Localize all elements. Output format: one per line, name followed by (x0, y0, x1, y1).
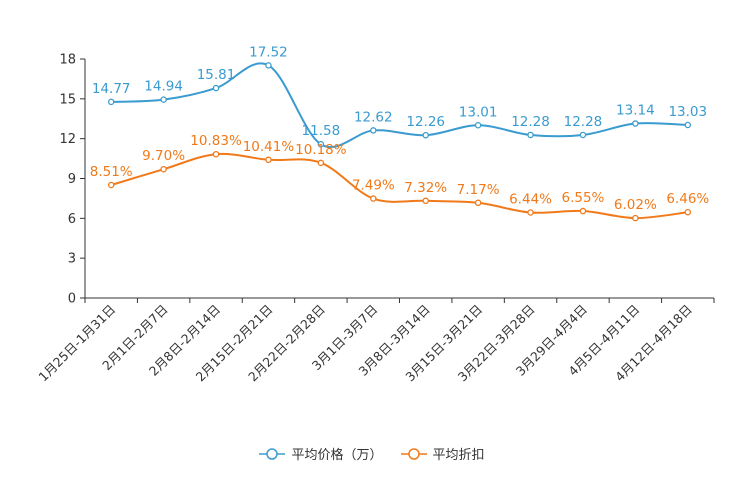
data-point[interactable] (685, 122, 690, 127)
legend-line-circle-icon (401, 447, 427, 461)
data-point[interactable] (685, 210, 690, 215)
data-point[interactable] (528, 132, 533, 137)
data-label: 8.51% (90, 164, 133, 180)
data-point[interactable] (580, 208, 585, 213)
data-point[interactable] (371, 196, 376, 201)
data-label: 14.94 (144, 79, 183, 95)
y-tick-label: 3 (68, 252, 76, 267)
data-point[interactable] (371, 128, 376, 133)
data-point[interactable] (266, 157, 271, 162)
data-point[interactable] (633, 121, 638, 126)
data-point[interactable] (528, 210, 533, 215)
data-label: 6.44% (509, 191, 552, 207)
legend-line-circle-icon (259, 447, 285, 461)
data-label: 7.17% (457, 182, 500, 198)
data-point[interactable] (161, 97, 166, 102)
legend-label-price: 平均价格（万） (291, 444, 382, 463)
data-label: 12.26 (406, 114, 445, 130)
legend-item-price[interactable]: 平均价格（万） (259, 444, 382, 463)
data-point[interactable] (213, 152, 218, 157)
data-point[interactable] (109, 182, 114, 187)
data-label: 13.01 (459, 104, 498, 120)
data-label: 14.77 (92, 81, 131, 97)
data-label: 15.81 (197, 67, 236, 83)
data-point[interactable] (423, 198, 428, 203)
legend-label-discount: 平均折扣 (433, 444, 485, 463)
data-point[interactable] (318, 160, 323, 165)
data-label: 13.14 (616, 103, 655, 119)
data-point[interactable] (580, 132, 585, 137)
chart-legend: 平均价格（万） 平均折扣 (0, 444, 744, 463)
y-tick-label: 18 (59, 53, 76, 68)
x-tick-label: 1月25日-1月31日 (35, 302, 118, 385)
series-line-1 (111, 154, 688, 218)
data-point[interactable] (266, 63, 271, 68)
data-label: 10.41% (243, 139, 295, 155)
data-point[interactable] (109, 99, 114, 104)
y-tick-label: 9 (68, 172, 76, 187)
data-label: 12.28 (564, 114, 603, 130)
data-label: 10.18% (295, 142, 347, 158)
data-label: 10.83% (190, 133, 242, 149)
data-point[interactable] (213, 85, 218, 90)
data-label: 17.52 (249, 44, 288, 60)
data-label: 7.49% (352, 178, 395, 194)
data-label: 9.70% (142, 148, 185, 164)
data-label: 6.46% (666, 191, 709, 207)
chart-data-labels: 14.77 14.94 15.81 17.52 11.58 12.62 12.26 13.01… (90, 44, 710, 213)
data-point[interactable] (423, 133, 428, 138)
data-point[interactable] (476, 200, 481, 205)
y-tick-label: 12 (59, 132, 76, 147)
chart-svg: 03691215181月25日-1月31日2月1日-2月7日2月8日-2月14日… (0, 0, 744, 496)
data-label: 6.55% (562, 190, 605, 206)
y-tick-label: 0 (68, 292, 76, 307)
data-point[interactable] (476, 123, 481, 128)
y-tick-label: 15 (59, 92, 76, 107)
y-tick-label: 6 (68, 212, 76, 227)
data-point[interactable] (633, 215, 638, 220)
data-label: 6.02% (614, 197, 657, 213)
data-label: 12.28 (511, 114, 550, 130)
data-label: 11.58 (302, 123, 341, 139)
legend-item-discount[interactable]: 平均折扣 (401, 444, 485, 463)
data-label: 12.62 (354, 109, 393, 125)
data-label: 13.03 (668, 104, 707, 120)
data-label: 7.32% (404, 180, 447, 196)
data-point[interactable] (161, 167, 166, 172)
